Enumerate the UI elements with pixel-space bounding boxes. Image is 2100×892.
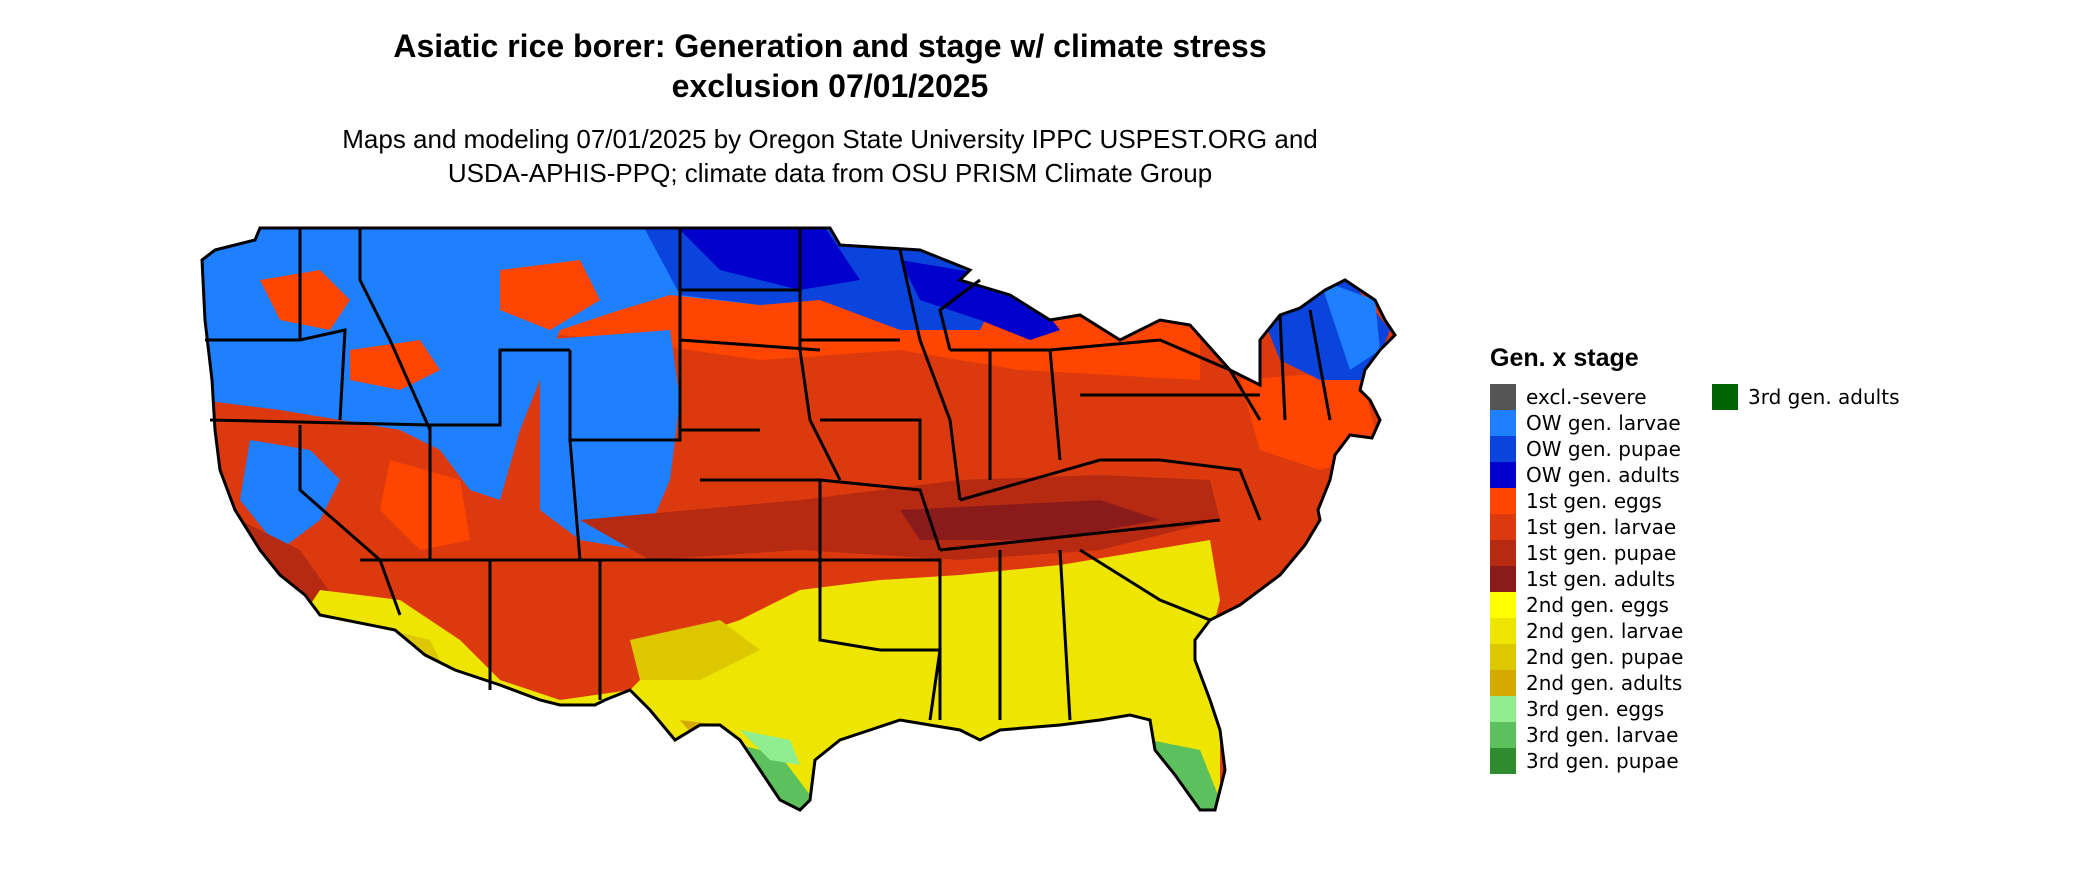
zone-3rd-gen-eggs-texas <box>740 730 800 765</box>
legend-label: 1st gen. adults <box>1526 567 1676 591</box>
legend-swatch <box>1490 566 1516 592</box>
legend-item: 1st gen. pupae <box>1490 540 1683 566</box>
va-md-border <box>1159 458 1262 521</box>
zone-1st-gen-eggs-montana <box>500 260 600 330</box>
ky-border <box>959 458 1160 502</box>
legend-item: OW gen. larvae <box>1490 410 1683 436</box>
legend-item: 3rd gen. eggs <box>1490 696 1683 722</box>
zone-ow-larvae-maine <box>1320 280 1380 370</box>
legend-swatch <box>1490 410 1516 436</box>
vt-nh-border <box>1278 314 1287 421</box>
legend-label: OW gen. pupae <box>1526 437 1681 461</box>
legend-item: 3rd gen. pupae <box>1490 748 1683 774</box>
la-ms-border <box>880 648 942 721</box>
legend-item: 2nd gen. eggs <box>1490 592 1683 618</box>
map-title-line2: exclusion 07/01/2025 <box>671 68 989 104</box>
zone-1st-gen-adults-band <box>900 500 1160 540</box>
legend-item: 3rd gen. larvae <box>1490 722 1683 748</box>
mn-ia-border <box>798 228 842 481</box>
us-outline <box>200 226 1397 812</box>
legend-swatch <box>1490 696 1516 722</box>
legend-label: 2nd gen. larvae <box>1526 619 1684 643</box>
or-ca-nv-border <box>209 418 431 427</box>
nh-me-border <box>1308 309 1332 421</box>
sd-ne-border <box>679 338 821 352</box>
zone-3rd-gen-pupae-keys <box>1190 820 1220 860</box>
legend-label: 3rd gen. pupae <box>1526 749 1679 773</box>
legend-item: 2nd gen. adults <box>1490 670 1683 696</box>
ia-mo-border <box>820 418 922 480</box>
legend-swatch <box>1490 462 1516 488</box>
zone-ow-larvae-northwest <box>202 228 830 500</box>
legend-item: 1st gen. larvae <box>1490 514 1683 540</box>
map-subtitle-line1: Maps and modeling 07/01/2025 by Oregon S… <box>342 124 1318 154</box>
legend-item: 2nd gen. larvae <box>1490 618 1683 644</box>
legend-swatch <box>1490 384 1516 410</box>
legend-label: 1st gen. eggs <box>1526 489 1662 513</box>
zone-1st-gen-eggs-great-basin <box>380 460 470 550</box>
legend-label: 2nd gen. eggs <box>1526 593 1669 617</box>
legend-swatch <box>1490 592 1516 618</box>
legend-label: OW gen. larvae <box>1526 411 1681 435</box>
legend-swatch <box>1490 514 1516 540</box>
legend-title: Gen. x stage <box>1490 344 1639 372</box>
legend-swatch <box>1712 384 1738 410</box>
legend-label: excl.-severe <box>1526 385 1647 409</box>
legend-label: 1st gen. pupae <box>1526 541 1677 565</box>
legend-column-1: excl.-severe OW gen. larvae OW gen. pupae O… <box>1490 384 1683 774</box>
wa-or-border <box>205 328 347 421</box>
al-ga-border <box>1058 549 1072 721</box>
ok-tx-border <box>670 558 881 652</box>
legend-label: OW gen. adults <box>1526 463 1680 487</box>
legend-label: 3rd gen. adults <box>1748 385 1900 409</box>
ga-sc-border <box>1079 548 1211 622</box>
legend-label: 2nd gen. adults <box>1526 671 1683 695</box>
zone-3rd-gen-larvae-florida <box>1150 740 1220 810</box>
ar-la-border <box>820 558 942 720</box>
mo-ar-border <box>819 478 942 551</box>
legend-item: OW gen. adults <box>1490 462 1683 488</box>
legend-label: 2nd gen. pupae <box>1526 645 1684 669</box>
legend-swatch <box>1490 722 1516 748</box>
legend-item: 1st gen. adults <box>1490 566 1683 592</box>
map-subtitle-line2: USDA-APHIS-PPQ; climate data from OSU PR… <box>447 158 1213 188</box>
legend-swatch <box>1490 644 1516 670</box>
wi-il-border <box>898 249 962 501</box>
legend-column-2: 3rd gen. adults <box>1712 384 1899 410</box>
legend-item: OW gen. pupae <box>1490 436 1683 462</box>
zone-ow-larvae-sierra <box>240 440 340 550</box>
ca-nv-border <box>298 425 402 616</box>
us-phenology-map <box>200 226 1397 860</box>
legend-swatch <box>1490 436 1516 462</box>
id-ut-wy-border <box>430 348 570 427</box>
zone-1st-gen-eggs-oregon <box>350 340 440 390</box>
id-mt-border <box>358 228 432 431</box>
legend-label: 1st gen. larvae <box>1526 515 1677 539</box>
legend-swatch <box>1490 618 1516 644</box>
legend-label: 3rd gen. larvae <box>1526 723 1679 747</box>
legend-label: 3rd gen. eggs <box>1526 697 1665 721</box>
legend-swatch <box>1490 748 1516 774</box>
lake-michigan-shore <box>938 278 981 351</box>
tn-border <box>939 518 1221 552</box>
zone-2nd-gen-pupae-texas <box>630 620 760 680</box>
legend-swatch <box>1490 670 1516 696</box>
legend-item: 3rd gen. adults <box>1712 384 1899 410</box>
legend-item: 1st gen. eggs <box>1490 488 1683 514</box>
map-title-line1: Asiatic rice borer: Generation and stage… <box>393 28 1267 64</box>
legend-item: excl.-severe <box>1490 384 1683 410</box>
zone-1st-gen-pupae-band <box>580 475 1220 560</box>
legend-item: 2nd gen. pupae <box>1490 644 1683 670</box>
zone-1st-gen-eggs-washington <box>260 270 350 330</box>
legend-swatch <box>1490 540 1516 566</box>
legend-swatch <box>1490 488 1516 514</box>
zone-ow-adults-north-dakota <box>670 228 860 290</box>
